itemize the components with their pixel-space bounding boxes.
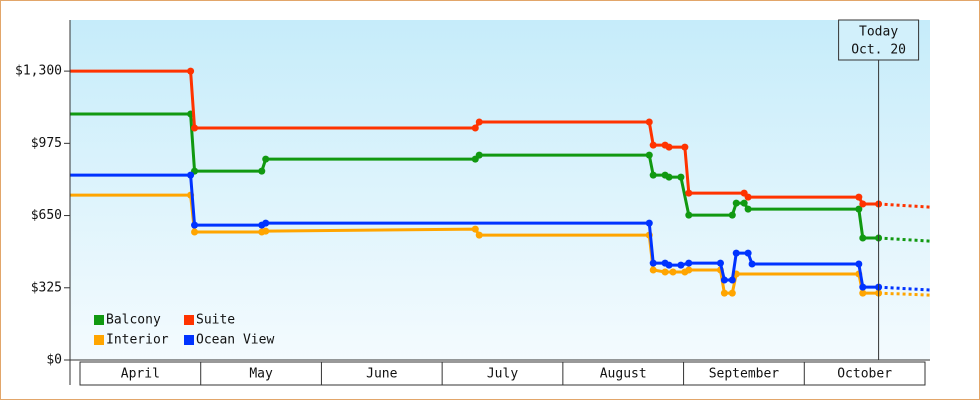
price-point: [728, 276, 736, 284]
price-point: [855, 193, 863, 201]
price-point: [732, 249, 740, 257]
price-point: [685, 189, 693, 197]
legend-label: Balcony: [106, 313, 161, 328]
price-point: [744, 205, 752, 213]
x-tick-label: April: [121, 367, 160, 382]
x-tick-label: September: [709, 367, 780, 382]
price-point: [732, 199, 740, 207]
price-point: [649, 171, 657, 179]
price-point: [665, 173, 673, 181]
price-point: [685, 266, 693, 274]
legend-swatch: [184, 315, 194, 325]
price-point: [720, 289, 728, 297]
price-point: [859, 283, 867, 291]
x-tick-label: June: [366, 367, 397, 382]
price-point: [475, 231, 483, 239]
x-tick-label: July: [487, 367, 518, 382]
legend-swatch: [94, 335, 104, 345]
price-point: [748, 260, 756, 268]
price-point: [187, 67, 195, 75]
price-point: [187, 171, 195, 179]
price-point: [471, 225, 479, 233]
legend-swatch: [94, 315, 104, 325]
x-tick-label: May: [249, 367, 273, 382]
price-point: [855, 260, 863, 268]
forecast-line: [878, 202, 931, 209]
today-label: Oct. 20: [851, 43, 906, 58]
price-point: [649, 141, 657, 149]
x-axis-band: [79, 361, 926, 386]
forecast-line: [878, 285, 931, 292]
price-point: [716, 259, 724, 267]
price-point: [677, 173, 685, 181]
legend-label: Interior: [106, 333, 169, 348]
forecast-line: [878, 291, 931, 297]
price-point: [258, 167, 266, 175]
y-tick-label: $0: [46, 353, 62, 368]
price-point: [744, 193, 752, 201]
price-point: [728, 211, 736, 219]
price-point: [645, 151, 653, 159]
price-point: [685, 259, 693, 267]
price-point: [685, 211, 693, 219]
price-point: [471, 124, 479, 132]
price-point: [661, 268, 669, 276]
price-point: [262, 155, 270, 163]
price-point: [740, 199, 748, 207]
price-point: [744, 249, 752, 257]
price-point: [677, 261, 685, 269]
price-point: [645, 219, 653, 227]
plot-area: [70, 20, 930, 360]
price-point: [191, 124, 199, 132]
price-point: [665, 143, 673, 151]
forecast-line: [878, 236, 931, 243]
price-point: [665, 261, 673, 269]
price-point: [649, 259, 657, 267]
y-tick-label: $650: [31, 208, 62, 223]
price-point: [191, 221, 199, 229]
legend-label: Suite: [196, 313, 235, 328]
price-point: [728, 289, 736, 297]
price-point: [262, 219, 270, 227]
price-point: [859, 289, 867, 297]
y-tick-label: $975: [31, 136, 62, 151]
today-box: [838, 19, 920, 61]
price-point: [191, 228, 199, 236]
today-label: Today: [859, 25, 898, 40]
y-tick-label: $325: [31, 280, 62, 295]
legend-swatch: [184, 335, 194, 345]
price-point: [859, 200, 867, 208]
price-point: [859, 234, 867, 242]
price-point: [645, 118, 653, 126]
legend-label: Ocean View: [196, 333, 274, 348]
price-point: [475, 151, 483, 159]
price-point: [262, 227, 270, 235]
price-point: [669, 268, 677, 276]
price-point: [720, 276, 728, 284]
price-point: [475, 118, 483, 126]
x-tick-label: October: [837, 367, 892, 382]
x-tick-label: August: [600, 367, 647, 382]
price-point: [681, 143, 689, 151]
y-tick-label: $1,300: [15, 64, 62, 79]
price-point: [649, 266, 657, 274]
price-point: [855, 205, 863, 213]
